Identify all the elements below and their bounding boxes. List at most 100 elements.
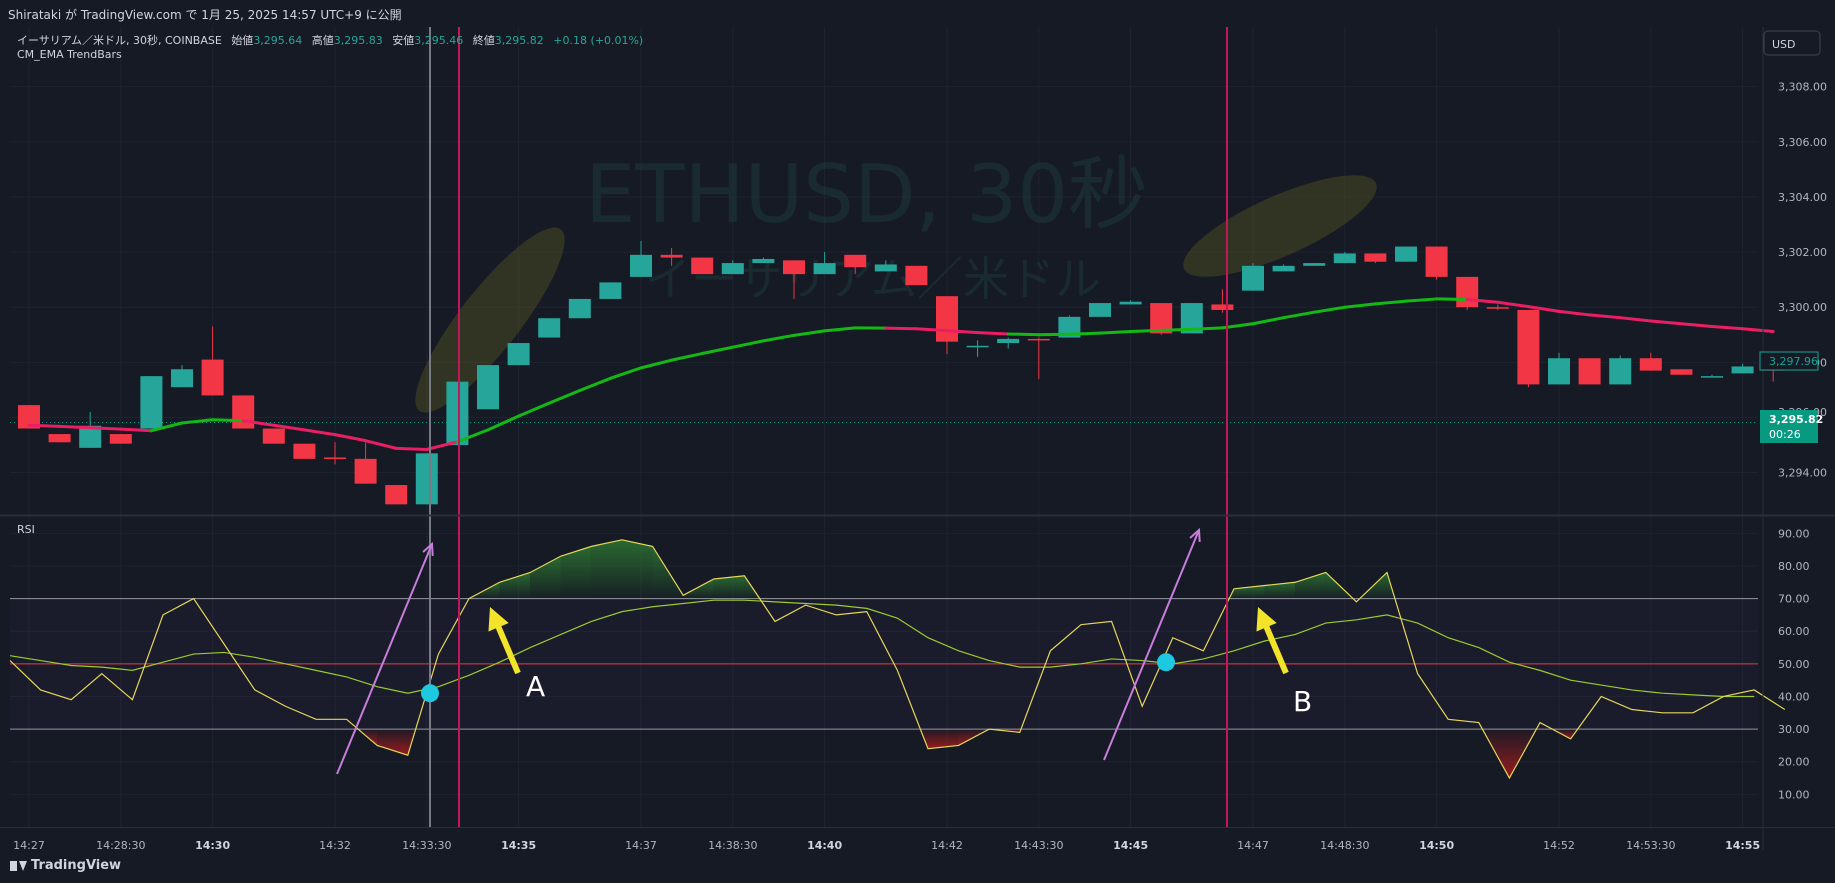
candle-body — [1058, 316, 1081, 338]
time-tick-label: 14:47 — [1237, 839, 1269, 850]
chart-canvas[interactable]: ETHUSD, 30秒 イーサリアム／米ドル 3,294.003,298.003… — [0, 27, 1835, 850]
ema-segment — [1465, 297, 1500, 304]
candle-body — [1425, 246, 1448, 277]
ema-segment — [1710, 325, 1745, 331]
rsi-tick-label: 60.00 — [1778, 625, 1810, 638]
highlight-ellipse-b — [1183, 175, 1377, 277]
currency-button[interactable]: USD — [1763, 30, 1821, 56]
publish-header: Shirataki が TradingView.com で 1月 25, 202… — [0, 0, 1835, 27]
candle-body — [415, 453, 438, 505]
legend-open: 3,295.64 — [253, 34, 302, 47]
time-tick-label: 14:45 — [1113, 839, 1148, 850]
overbought-area — [683, 579, 714, 599]
rsi-line — [9, 539, 1786, 780]
candle-body — [813, 263, 836, 275]
ema-segment — [1618, 316, 1653, 323]
candle-body — [1548, 358, 1570, 385]
highlight-ellipses — [415, 175, 1377, 413]
publish-info: Shirataki が TradingView.com で 1月 25, 202… — [8, 8, 402, 22]
ema-segment — [180, 418, 215, 425]
ema-segment — [1526, 305, 1561, 313]
candle-body — [1180, 303, 1203, 334]
candle-body — [354, 458, 377, 484]
candle-body — [1027, 338, 1050, 341]
ema-segment — [1098, 329, 1133, 335]
legend-high: 3,295.83 — [334, 34, 383, 47]
candle-body — [538, 318, 561, 338]
ema-segment — [486, 414, 521, 432]
ema-segment — [1067, 331, 1102, 336]
ema-segment — [761, 333, 796, 343]
price-tick-label: 3,294.00 — [1778, 467, 1827, 480]
ema-segment — [241, 419, 276, 427]
signal-marker-a — [421, 684, 439, 703]
time-tick-label: 14:37 — [625, 839, 657, 850]
candle-body — [599, 282, 622, 299]
chart-background — [0, 27, 1835, 850]
overbought-area — [1295, 572, 1326, 599]
time-tick-label: 14:43:30 — [1014, 839, 1063, 850]
candle-body — [201, 359, 224, 396]
legend-close-label: 終値 — [473, 33, 495, 47]
rsi-tick-label: 30.00 — [1778, 723, 1810, 736]
price-tick-label: 3,304.00 — [1778, 191, 1827, 204]
countdown-label: 00:26 — [1769, 428, 1801, 441]
rsi-tick-label: 40.00 — [1778, 690, 1810, 703]
tradingview-brand[interactable]: TradingView — [10, 858, 121, 873]
watermark-subtitle: イーサリアム／米ドル — [645, 252, 1101, 306]
overbought-area — [499, 572, 531, 599]
time-tick-label: 14:27 — [13, 839, 45, 850]
rsi-tick-label: 10.00 — [1778, 788, 1810, 801]
ema-price-box — [1759, 351, 1819, 371]
currency-label[interactable]: USD — [1772, 38, 1796, 51]
candle-body — [1701, 376, 1723, 378]
watermark-title: ETHUSD, 30秒 — [585, 148, 1148, 241]
oversold-area — [928, 729, 959, 749]
ema-segment — [1557, 309, 1592, 317]
oversold-area — [377, 729, 408, 756]
annotations — [336, 527, 1289, 775]
footer: TradingView — [0, 850, 1835, 883]
overbought-area — [591, 539, 622, 599]
ema-segment — [608, 366, 643, 380]
rsi-tick-label: 50.00 — [1778, 658, 1810, 671]
ema-segment — [792, 329, 827, 337]
candle-body — [1242, 265, 1264, 291]
candle-body — [48, 434, 71, 443]
rsi-tick-label: 80.00 — [1778, 560, 1810, 573]
candle-body — [568, 298, 591, 319]
ema-segment — [455, 428, 490, 444]
ema-segment — [914, 327, 949, 333]
ema-segment — [211, 418, 245, 423]
candle-body — [1119, 301, 1142, 305]
overbought-area — [1234, 585, 1265, 599]
legend-close: 3,295.82 — [495, 34, 544, 47]
last-price-box — [1760, 410, 1818, 443]
ema-segment — [1006, 332, 1041, 337]
rsi-pane — [9, 539, 1786, 780]
price-labels: 3,296.00 3,297.96 3,295.82 00:26 — [1759, 351, 1827, 443]
ema-segment — [1282, 310, 1316, 320]
rsi-tick-label: 90.00 — [1778, 527, 1810, 540]
ema-segment — [1649, 319, 1683, 326]
ema-segment — [639, 358, 674, 370]
last-price-label: 3,295.82 — [1769, 413, 1823, 426]
ema-segment — [1404, 297, 1439, 303]
ema-segment — [119, 427, 153, 433]
candle-body — [1364, 253, 1387, 262]
ema-segment — [547, 388, 582, 405]
highlight-ellipse-a — [415, 227, 565, 413]
ema-segment — [884, 326, 918, 331]
candle-body — [140, 376, 163, 429]
candle-body — [293, 443, 316, 459]
ema-segment — [364, 439, 398, 450]
ema-segment — [1496, 300, 1530, 309]
time-tick-label: 14:38:30 — [708, 839, 757, 850]
candle-body — [630, 254, 652, 277]
candle-body — [1670, 369, 1693, 375]
ema-segment — [700, 345, 735, 356]
ema-segment — [517, 401, 551, 418]
candle-body — [1089, 303, 1111, 317]
legend-open-label: 始値 — [231, 33, 253, 47]
ema-segment — [1129, 328, 1163, 333]
